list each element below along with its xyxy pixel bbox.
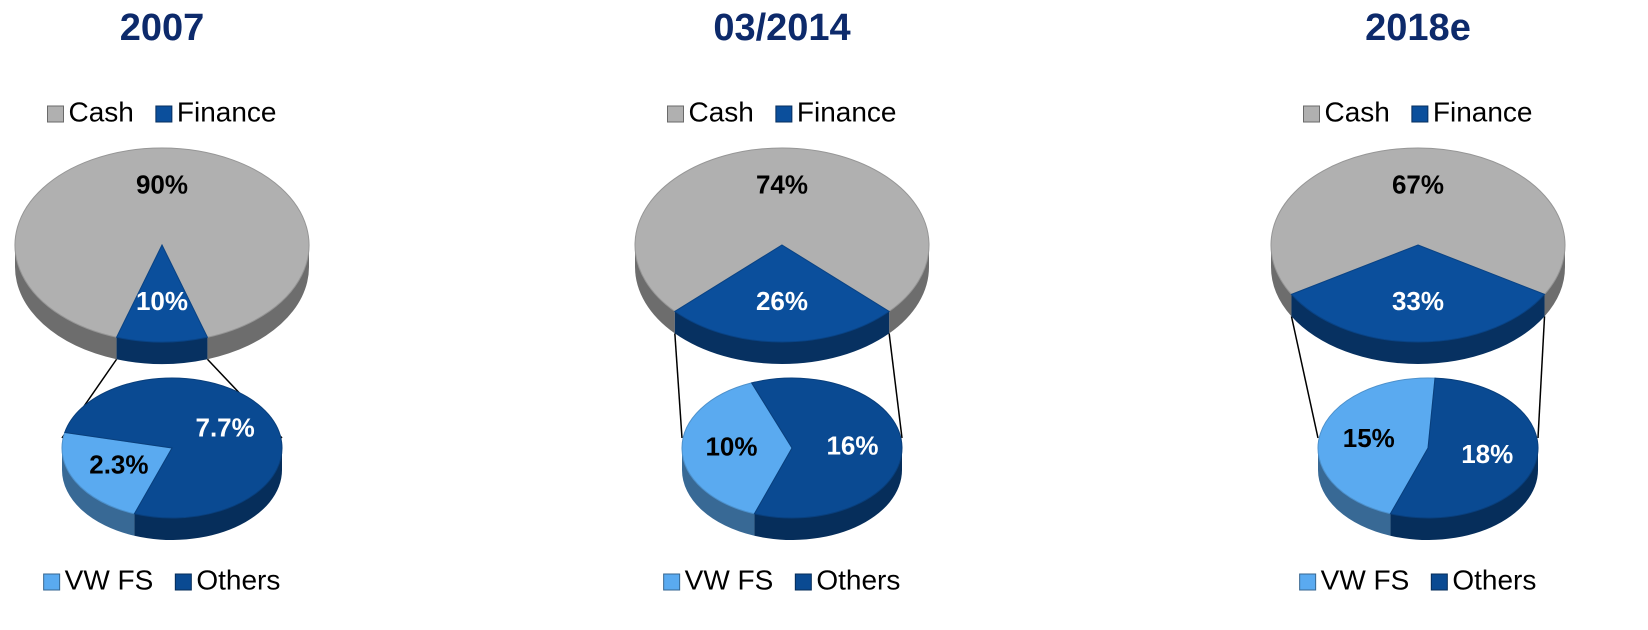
legend-swatch [794,573,812,591]
legend-label: Others [1452,564,1536,595]
slice-side [674,311,890,364]
data-label: 33% [1392,286,1444,316]
slice [634,147,930,334]
slice [64,377,283,541]
data-label: 16% [826,430,878,460]
connector [1290,316,1319,439]
slice-top [14,147,310,338]
legend-swatch [47,105,64,123]
slice [14,147,310,360]
slice-side [635,245,675,334]
legend-label: Cash [1325,96,1390,127]
legend-swatch [1411,105,1429,123]
slice [1317,377,1436,536]
legend-label: Finance [1433,96,1533,127]
data-label: 10% [705,431,757,461]
chart-title: 2018e [1365,7,1471,49]
legend-swatch [667,105,684,123]
data-label: 2.3% [89,449,148,479]
slice-top [1290,244,1546,343]
data-label: 15% [1343,423,1395,453]
slice-side [15,245,117,360]
data-label: 18% [1461,439,1513,469]
legend-swatch [775,105,793,123]
slice-top [634,147,930,313]
legend-label: VW FS [685,564,774,595]
legend-label: Cash [69,96,134,127]
slice [750,377,903,541]
slice [673,244,891,364]
slice-side [754,448,902,541]
connector [674,333,683,439]
slice [61,431,173,536]
slice-side [207,245,309,360]
connector [888,333,903,439]
slice-side [1318,448,1391,536]
slice-top [1389,377,1539,519]
slice [1290,244,1546,364]
data-label: 74% [756,170,808,200]
data-label: 90% [136,170,188,200]
legend-label: Cash [689,96,754,127]
legend-swatch [1299,573,1317,591]
legend-label: Finance [797,96,897,127]
slice-side [116,337,208,364]
legend-swatch [663,573,681,591]
legend-label: Others [816,564,900,595]
slice-top [1317,377,1436,515]
slice-side [1390,448,1538,541]
slice-side [889,245,929,334]
data-label: 26% [756,286,808,316]
slice-top [115,243,209,343]
slice-top [64,377,283,519]
slice-top [673,244,891,343]
slice-top [61,431,173,515]
legend-label: VW FS [1321,564,1410,595]
slice-side [1291,294,1545,364]
chart-title: 2007 [120,7,205,49]
legend-label: VW FS [65,564,154,595]
slice-top [750,377,903,519]
data-label: 10% [136,286,188,316]
slice-side [682,448,755,536]
slice [115,243,209,364]
legend-swatch [1430,573,1448,591]
chart-title: 03/2014 [713,7,850,49]
legend-swatch [174,573,192,591]
legend-swatch [155,105,173,123]
slice-top [681,382,793,515]
slice [681,382,793,536]
slice [1270,147,1566,317]
slice-side [134,448,282,541]
data-label: 7.7% [195,412,254,442]
connector [1537,316,1546,439]
legend-label: Finance [177,96,277,127]
slice-top [1270,147,1566,295]
legend-swatch [43,573,61,591]
data-label: 67% [1392,170,1444,200]
slice-side [62,448,135,536]
legend-label: Others [196,564,280,595]
slice [1389,377,1539,541]
legend-swatch [1303,105,1320,123]
